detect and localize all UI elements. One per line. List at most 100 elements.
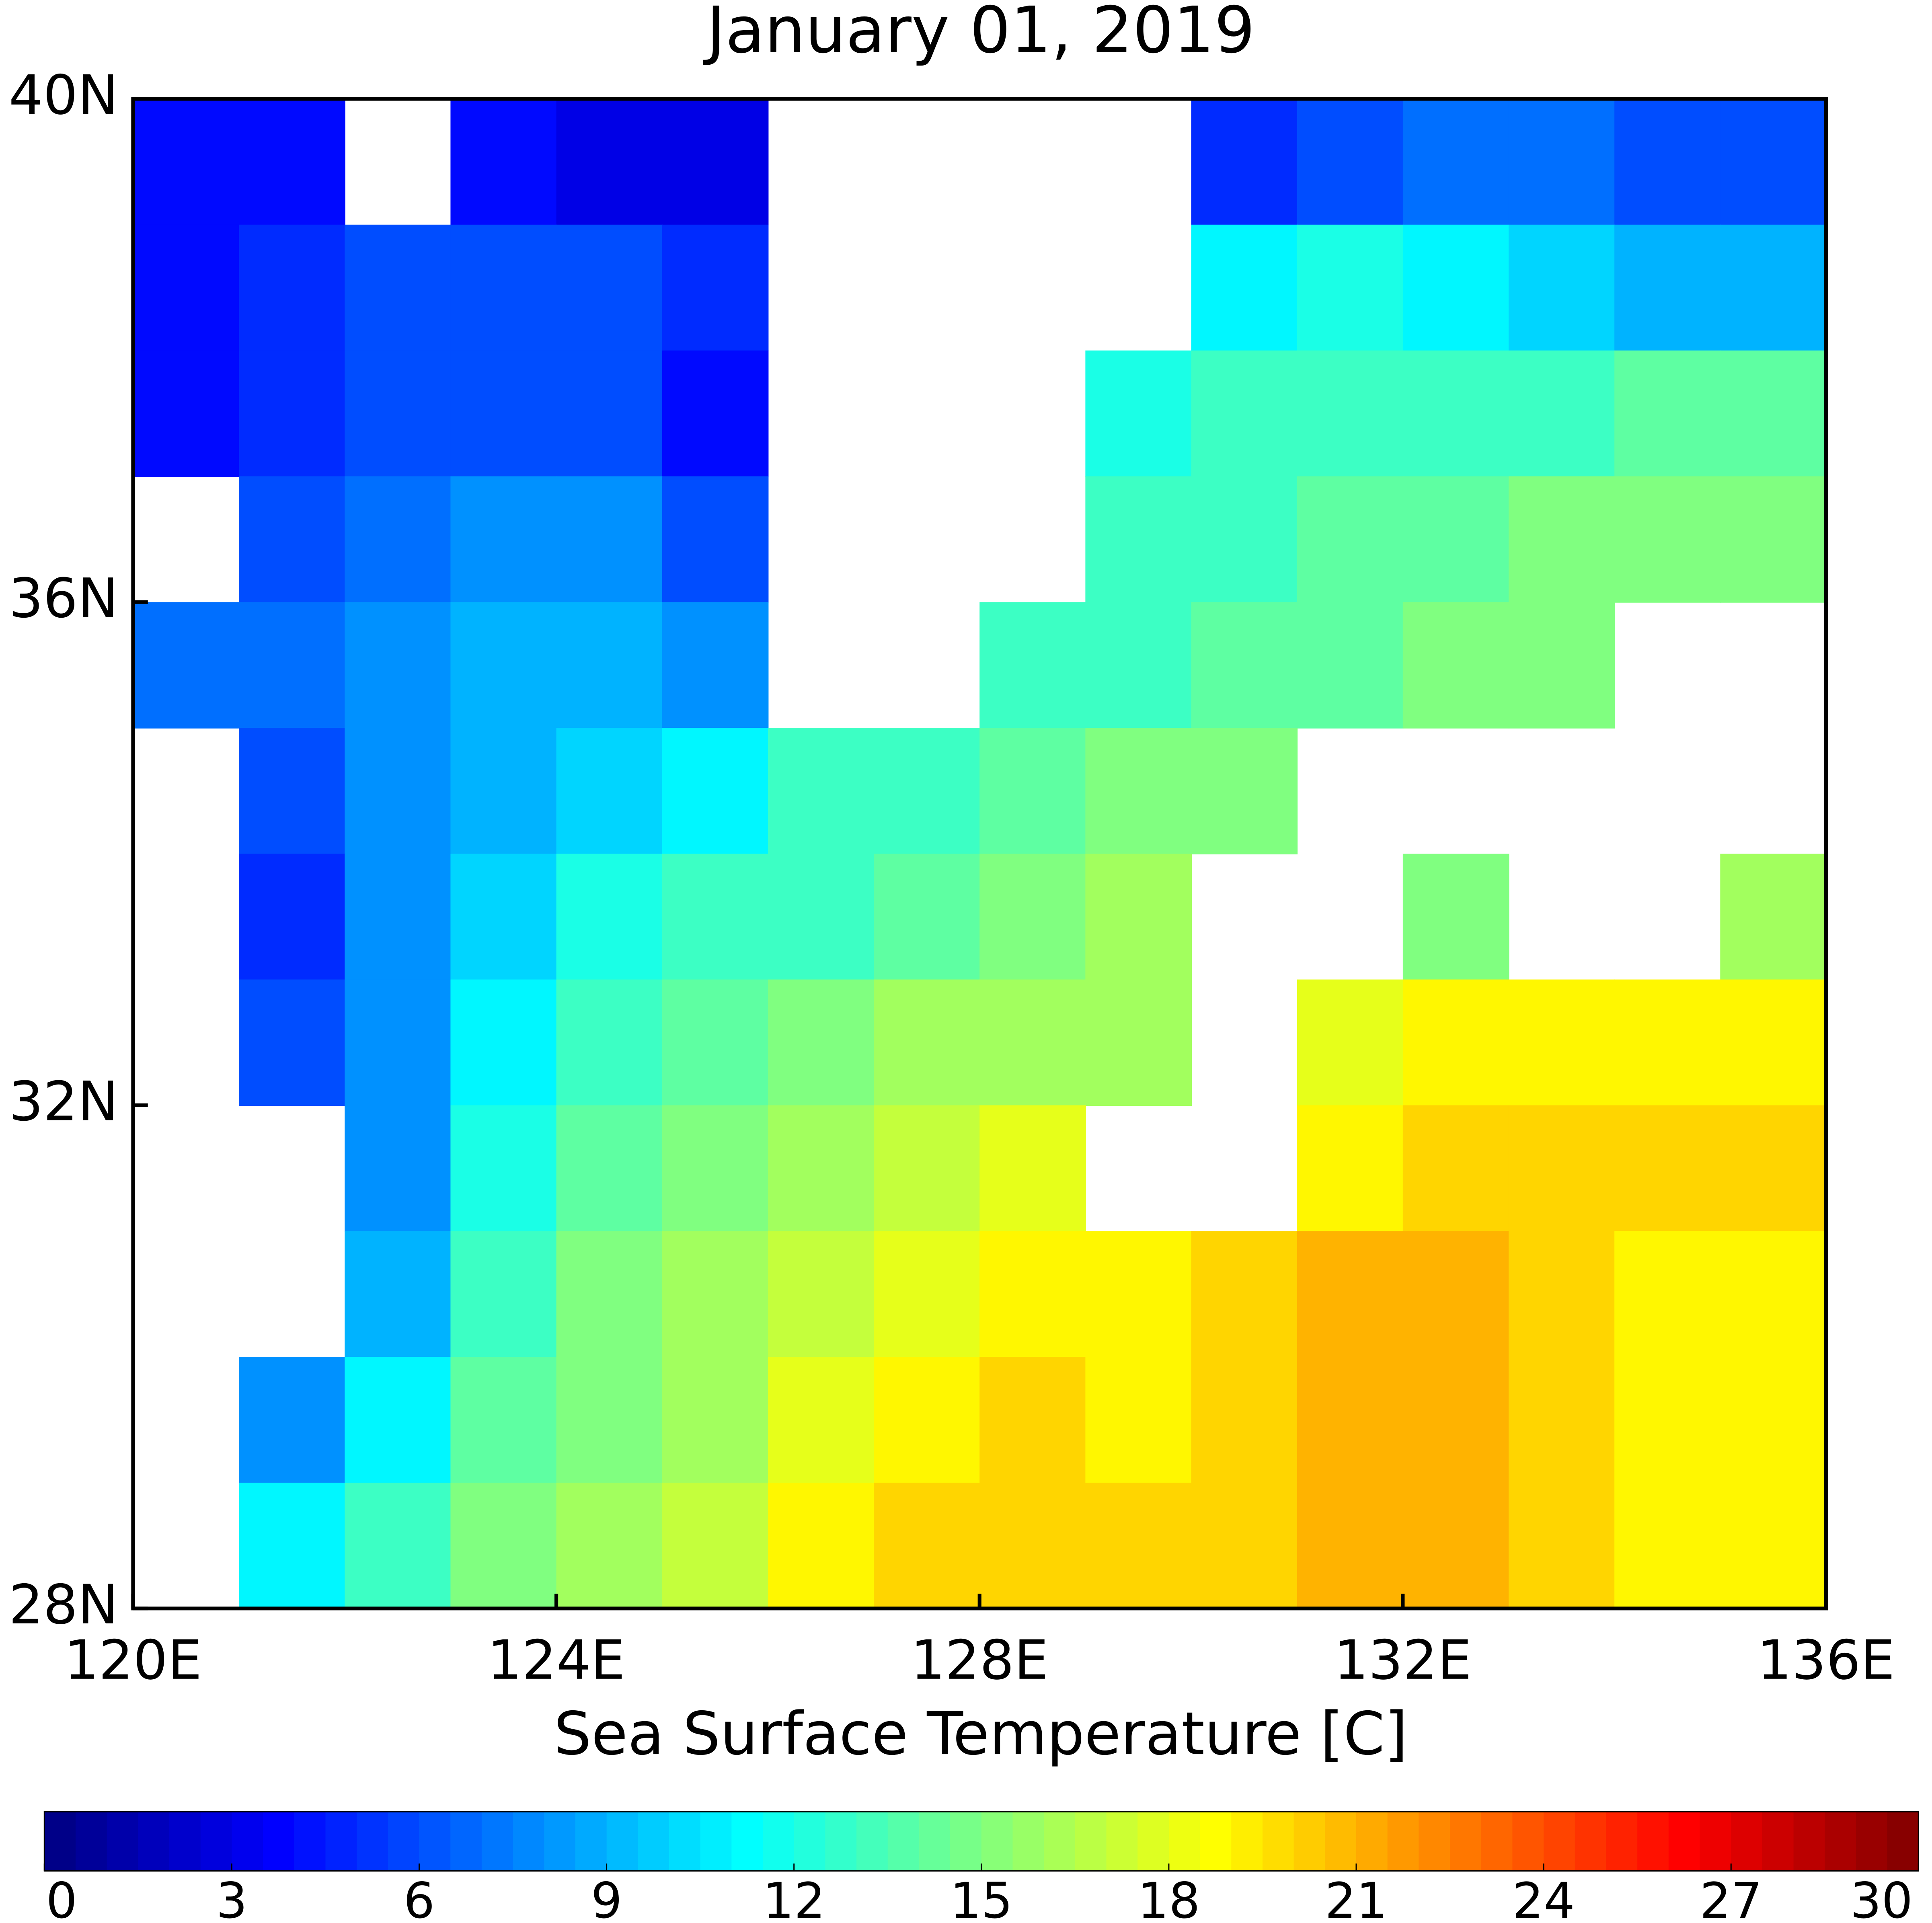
sst-cell [1191, 602, 1298, 729]
sst-cell [1085, 979, 1192, 1106]
colorbar-segment [1293, 1812, 1326, 1871]
colorbar-tick-label: 6 [404, 1872, 435, 1923]
sst-cell [768, 1357, 875, 1483]
colorbar-segment [1356, 1812, 1388, 1871]
sst-cell [239, 1482, 345, 1609]
sst-cell [1508, 1105, 1615, 1232]
colorbar-segment [731, 1812, 764, 1871]
sst-cell [874, 1482, 980, 1609]
sst-cell [1508, 602, 1615, 729]
sst-cell [874, 1105, 980, 1232]
colorbar-segment [763, 1812, 795, 1871]
sst-cell [979, 602, 1086, 729]
sst-cell [662, 1357, 769, 1483]
sst-cell [1508, 1357, 1615, 1483]
colorbar-segment [950, 1812, 982, 1871]
y-tick-label: 40N [9, 64, 118, 127]
sst-cell [556, 1482, 663, 1609]
sst-cell [1085, 728, 1192, 855]
sst-cell [556, 728, 663, 855]
sst-cell [662, 1231, 769, 1358]
colorbar-segment [981, 1812, 1014, 1871]
sst-cell [1402, 853, 1509, 980]
colorbar-tick-label: 30 [1850, 1872, 1913, 1923]
sst-cell [239, 99, 345, 226]
sst-cell [1402, 1105, 1509, 1232]
sst-cell [345, 1105, 451, 1232]
sst-cell [1191, 1231, 1298, 1358]
sst-cell [662, 1105, 769, 1232]
sst-cell [1720, 1357, 1827, 1483]
sst-cell [1297, 99, 1404, 226]
sst-cell [1402, 224, 1509, 351]
sst-cell [1191, 350, 1298, 477]
colorbar-segment [107, 1812, 139, 1871]
colorbar-segment [232, 1812, 264, 1871]
colorbar-segment [1168, 1812, 1201, 1871]
sst-cell [1297, 1357, 1404, 1483]
x-tick-label: 132E [1334, 1629, 1472, 1692]
colorbar-segment [200, 1812, 232, 1871]
sst-cell [345, 476, 451, 603]
sst-cell [133, 224, 240, 351]
colorbar-segment [1575, 1812, 1607, 1871]
sst-cell [1297, 224, 1404, 351]
colorbar-segment [1075, 1812, 1107, 1871]
sst-cell [1614, 1231, 1721, 1358]
colorbar-tick-label: 27 [1700, 1872, 1762, 1923]
sst-cell [768, 1231, 875, 1358]
sst-cell [133, 350, 240, 477]
sst-cell [979, 853, 1086, 980]
sst-cell [450, 476, 557, 603]
colorbar-segment [1793, 1812, 1825, 1871]
sst-cell [1720, 224, 1827, 351]
sst-cell [1508, 979, 1615, 1106]
sst-cell [1614, 476, 1721, 603]
colorbar-segment [1387, 1812, 1419, 1871]
sst-cell [239, 853, 345, 980]
sst-cell [768, 979, 875, 1106]
colorbar-segment [419, 1812, 451, 1871]
sst-cell [1402, 602, 1509, 729]
sst-cell [662, 1482, 769, 1609]
colorbar-segment [887, 1812, 920, 1871]
colorbar-segment [1731, 1812, 1763, 1871]
sst-cell [1085, 1231, 1192, 1358]
sst-cell [1085, 476, 1192, 603]
sst-cell [345, 979, 451, 1106]
colorbar-segment [1762, 1812, 1794, 1871]
sst-cell [239, 476, 345, 603]
sst-cell [556, 602, 663, 729]
colorbar-segment [1419, 1812, 1451, 1871]
sst-cell [556, 350, 663, 477]
sst-cell [979, 1105, 1086, 1232]
sst-cell [450, 1357, 557, 1483]
sst-cell [450, 224, 557, 351]
colorbar-segment [513, 1812, 545, 1871]
colorbar-segment [44, 1812, 76, 1871]
sst-cell [1191, 1357, 1298, 1483]
sst-cell [979, 1482, 1086, 1609]
colorbar-tick-label: 9 [591, 1872, 622, 1923]
sst-cell [345, 350, 451, 477]
sst-cell [979, 1231, 1086, 1358]
sst-cell [1402, 350, 1509, 477]
sst-cell [1297, 1482, 1404, 1609]
x-tick-label: 128E [911, 1629, 1049, 1692]
sst-cell [345, 1482, 451, 1609]
sst-cell [450, 728, 557, 855]
sst-cell [662, 99, 769, 226]
sst-cell [1402, 1482, 1509, 1609]
x-tick-label: 136E [1757, 1629, 1895, 1692]
sst-cell [1402, 99, 1509, 226]
sst-cell [662, 476, 769, 603]
sst-cell [662, 224, 769, 351]
sst-cell [1720, 99, 1827, 226]
sst-cell [556, 1231, 663, 1358]
sst-cell [874, 1357, 980, 1483]
sst-cell [1720, 1105, 1827, 1232]
sst-cell [239, 1357, 345, 1483]
colorbar-segment [1200, 1812, 1232, 1871]
sst-cell [239, 224, 345, 351]
